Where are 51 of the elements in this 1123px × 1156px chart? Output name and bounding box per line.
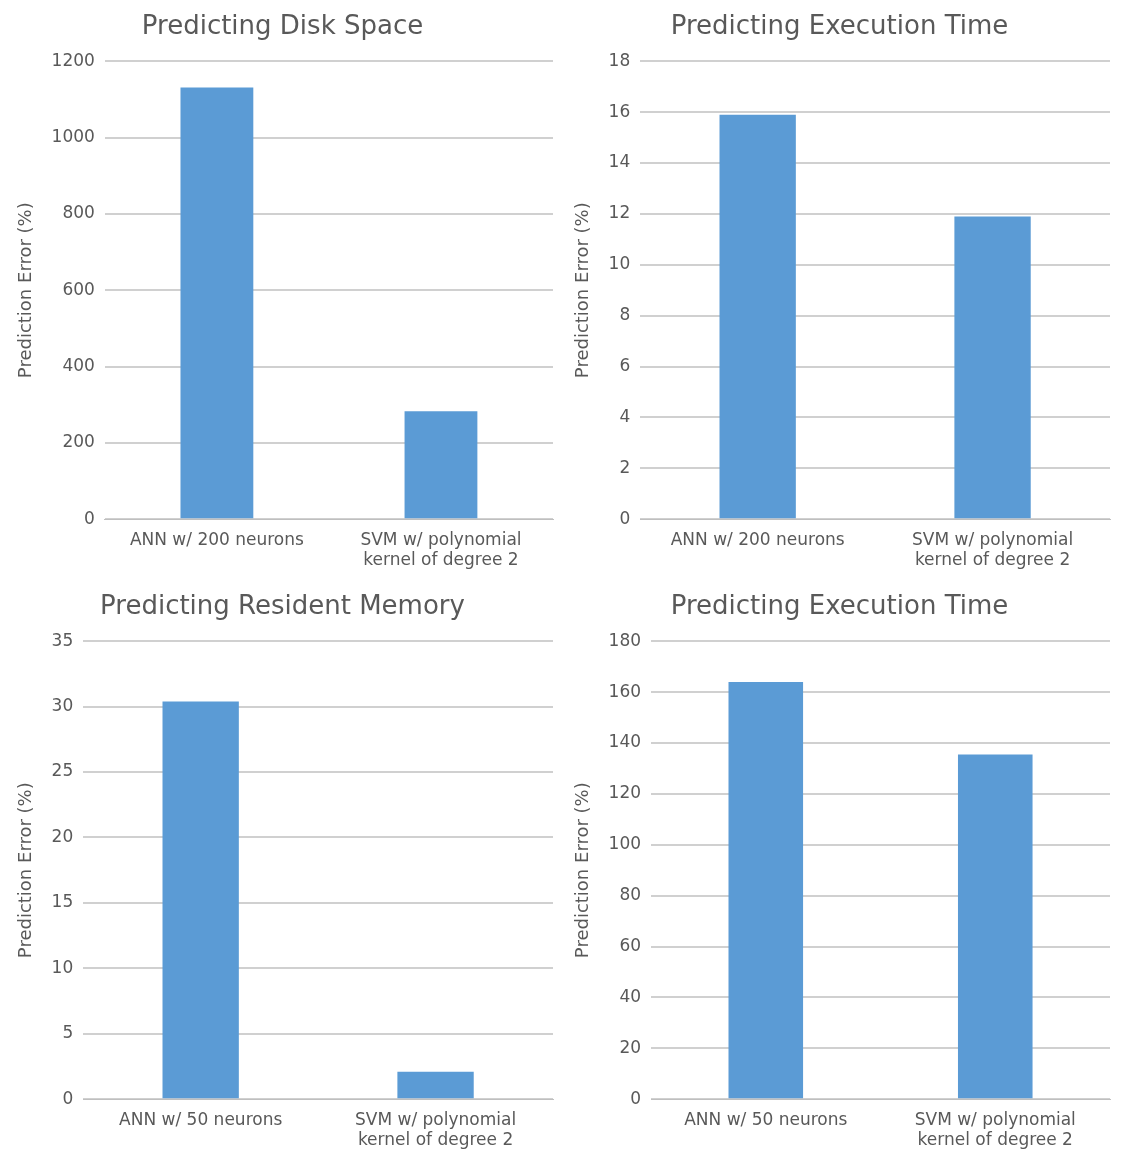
chart-title: Predicting Execution Time xyxy=(670,10,1009,41)
y-tick-label: 10 xyxy=(51,956,74,977)
y-tick-label: 35 xyxy=(51,629,74,650)
y-tick-label: 15 xyxy=(51,891,74,912)
x-tick-label: SVM w/ polynomial kernel of degree 2 xyxy=(360,528,522,570)
y-tick-label: 4 xyxy=(619,405,631,426)
y-tick-label: 120 xyxy=(608,782,642,803)
y-tick-label: 800 xyxy=(62,202,95,223)
y-tick-label: 100 xyxy=(608,833,642,854)
y-tick-label: 80 xyxy=(619,884,642,905)
y-tick-label: 200 xyxy=(62,431,95,452)
y-tick-label: 20 xyxy=(619,1036,642,1057)
y-tick-label: 25 xyxy=(51,760,74,781)
y-tick-label: 5 xyxy=(62,1022,74,1043)
y-tick-label: 10 xyxy=(608,253,631,274)
y-tick-label: 140 xyxy=(608,731,642,752)
y-tick-label: 1200 xyxy=(51,49,95,70)
y-tick-label: 2 xyxy=(619,456,631,477)
x-tick-label: SVM w/ polynomial kernel of degree 2 xyxy=(914,1108,1076,1150)
y-tick-label: 400 xyxy=(62,354,95,375)
x-tick-label: ANN w/ 200 neurons xyxy=(670,528,845,549)
y-tick-label: 0 xyxy=(84,507,95,528)
y-tick-label: 14 xyxy=(608,151,631,172)
x-tick-label: SVM w/ polynomial kernel of degree 2 xyxy=(355,1108,517,1150)
y-axis-title: Prediction Error (%) xyxy=(14,202,36,379)
chart-title: Predicting Resident Memory xyxy=(100,590,465,621)
x-tick-label: SVM w/ polynomial kernel of degree 2 xyxy=(912,528,1074,570)
x-tick-label: ANN w/ 50 neurons xyxy=(684,1108,848,1129)
y-tick-label: 18 xyxy=(608,49,631,70)
y-axis-title: Prediction Error (%) xyxy=(571,202,593,379)
y-tick-label: 30 xyxy=(51,695,74,716)
chart-title: Predicting Execution Time xyxy=(670,590,1009,621)
y-tick-label: 20 xyxy=(51,825,74,846)
y-tick-label: 16 xyxy=(608,100,631,121)
y-tick-label: 0 xyxy=(619,507,631,528)
y-tick-label: 1000 xyxy=(51,125,95,146)
y-tick-label: 12 xyxy=(608,202,631,223)
y-tick-label: 60 xyxy=(619,934,642,955)
chart-title: Predicting Disk Space xyxy=(141,10,424,41)
y-tick-label: 8 xyxy=(619,304,631,325)
y-axis-title: Prediction Error (%) xyxy=(571,782,593,959)
y-tick-label: 160 xyxy=(608,680,642,701)
x-tick-label: ANN w/ 50 neurons xyxy=(119,1108,283,1129)
x-tick-label: ANN w/ 200 neurons xyxy=(129,528,305,549)
y-axis-title: Prediction Error (%) xyxy=(14,782,36,959)
y-tick-label: 6 xyxy=(619,354,631,375)
y-tick-label: 180 xyxy=(608,629,642,650)
y-tick-label: 40 xyxy=(619,985,642,1006)
y-tick-label: 600 xyxy=(62,278,95,299)
y-tick-label: 0 xyxy=(62,1087,74,1108)
y-tick-label: 0 xyxy=(630,1087,642,1108)
